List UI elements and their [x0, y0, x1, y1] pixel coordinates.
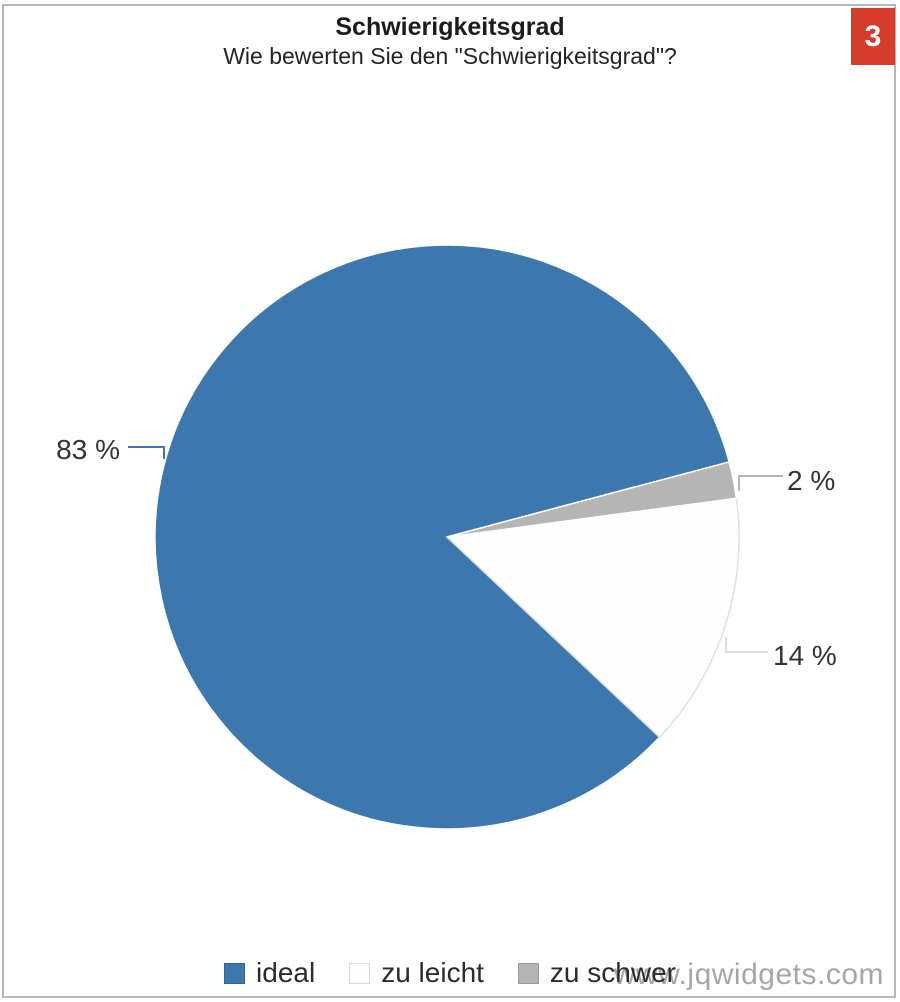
legend-item-ideal[interactable]: ideal: [224, 958, 315, 988]
slice-label-ideal: 83 %: [56, 434, 120, 465]
legend: ideal zu leicht zu schwer: [0, 958, 900, 988]
leader-line-zu-leicht: [725, 637, 768, 653]
legend-item-zu-leicht[interactable]: zu leicht: [349, 958, 484, 988]
pie: [154, 244, 740, 830]
chart-header: Schwierigkeitsgrad Wie bewerten Sie den …: [0, 12, 900, 70]
pie-slice-ideal[interactable]: [154, 244, 731, 830]
leader-line-ideal: [128, 446, 165, 459]
legend-swatch: [224, 962, 246, 984]
slice-label-zu-schwer: 2 %: [787, 465, 835, 496]
step-badge: 3: [851, 8, 895, 65]
chart-title: Schwierigkeitsgrad: [335, 13, 565, 41]
step-badge-number: 3: [864, 19, 882, 53]
pie-slice-zu-leicht[interactable]: [445, 497, 740, 739]
legend-label: zu schwer: [549, 957, 676, 988]
legend-item-zu-schwer[interactable]: zu schwer: [517, 957, 676, 988]
legend-swatch: [517, 962, 539, 984]
legend-label: zu leicht: [381, 957, 484, 988]
legend-swatch: [349, 962, 371, 984]
slice-label-zu-leicht: 14 %: [773, 640, 837, 671]
leader-line-zu-schwer: [738, 475, 783, 491]
watermark: www.jqwidgets.com: [613, 958, 884, 991]
pie-slice-zu-schwer[interactable]: [446, 461, 738, 538]
chart-subtitle: Wie bewerten Sie den "Schwierigkeitsgrad…: [223, 43, 677, 69]
legend-label: ideal: [256, 957, 316, 988]
